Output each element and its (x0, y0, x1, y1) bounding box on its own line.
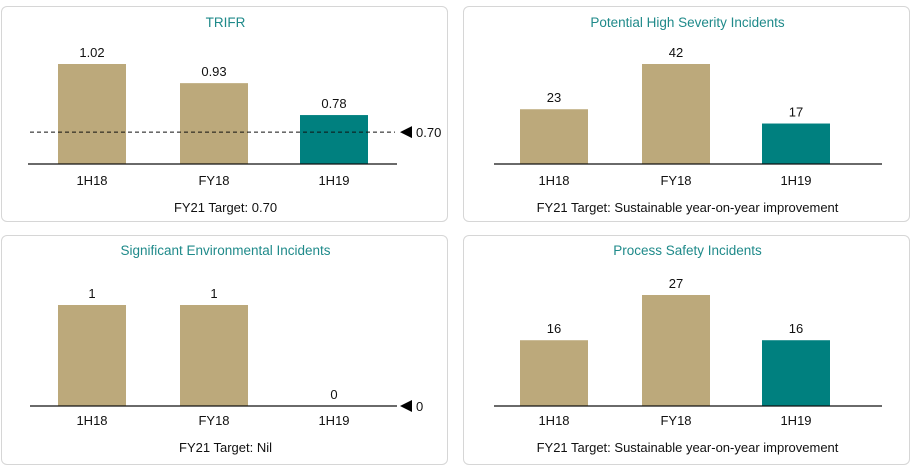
data-label: 0.93 (201, 64, 226, 79)
target-marker-arrow (400, 400, 412, 412)
x-tick-label: FY18 (198, 413, 229, 428)
data-label: 1 (210, 286, 217, 301)
chart-trifr: TRIFR 1.02 1H18 0.93 FY18 0.78 1H19 0.70 FY21 Ta… (28, 15, 441, 215)
bar-1h18 (520, 340, 588, 406)
chart-title: Process Safety Incidents (613, 243, 762, 258)
bar-1h19 (300, 115, 368, 164)
chart-panel-significant-environmental: Significant Environmental Incidents 1 1H18… (1, 235, 448, 465)
data-label: 27 (669, 276, 683, 291)
bar-fy18 (642, 64, 710, 164)
bar-1h18 (58, 64, 126, 164)
bar-fy18 (180, 83, 248, 164)
data-label: 16 (789, 321, 803, 336)
x-tick-label: 1H19 (318, 173, 349, 188)
data-label: 1.02 (79, 45, 104, 60)
chart-panel-process-safety: Process Safety Incidents 16 1H18 27 FY18 16 1H… (463, 235, 910, 465)
data-label: 42 (669, 45, 683, 60)
x-tick-label: FY18 (660, 413, 691, 428)
data-label: 0 (330, 387, 337, 402)
chart-title: Significant Environmental Incidents (120, 243, 330, 258)
chart-process-safety: Process Safety Incidents 16 1H18 27 FY18 16 1H… (494, 243, 882, 455)
target-reference-label: 0 (416, 399, 423, 414)
bar-1h19 (762, 340, 830, 406)
x-tick-label: 1H18 (538, 173, 569, 188)
x-tick-label: 1H19 (780, 173, 811, 188)
x-tick-label: 1H18 (76, 413, 107, 428)
x-tick-label: 1H18 (538, 413, 569, 428)
data-label: 16 (547, 321, 561, 336)
x-tick-label: 1H19 (318, 413, 349, 428)
data-label: 1 (88, 286, 95, 301)
x-tick-label: FY18 (660, 173, 691, 188)
target-text: FY21 Target: 0.70 (174, 200, 277, 215)
x-tick-label: 1H18 (76, 173, 107, 188)
chart-potential-high-severity: Potential High Severity Incidents 23 1H18 4… (494, 15, 882, 215)
target-marker-arrow (400, 126, 412, 139)
bar-fy18 (180, 305, 248, 406)
chart-panel-potential-high-severity: Potential High Severity Incidents 23 1H18 4… (463, 6, 910, 222)
data-label: 0.78 (321, 96, 346, 111)
target-text: FY21 Target: Sustainable year-on-year im… (537, 440, 839, 455)
target-reference-label: 0.70 (416, 125, 441, 140)
target-text: FY21 Target: Sustainable year-on-year im… (537, 200, 839, 215)
data-label: 17 (789, 105, 803, 120)
x-tick-label: 1H19 (780, 413, 811, 428)
data-label: 23 (547, 90, 561, 105)
x-tick-label: FY18 (198, 173, 229, 188)
bar-1h19 (762, 123, 830, 164)
chart-significant-environmental: Significant Environmental Incidents 1 1H18… (30, 243, 423, 455)
chart-title: Potential High Severity Incidents (590, 15, 785, 30)
chart-panel-trifr: TRIFR 1.02 1H18 0.93 FY18 0.78 1H19 0.70 FY21 Ta… (1, 6, 448, 222)
target-text: FY21 Target: Nil (179, 440, 272, 455)
bar-1h18 (520, 109, 588, 164)
bar-1h18 (58, 305, 126, 406)
bar-fy18 (642, 295, 710, 406)
chart-title: TRIFR (206, 15, 246, 30)
